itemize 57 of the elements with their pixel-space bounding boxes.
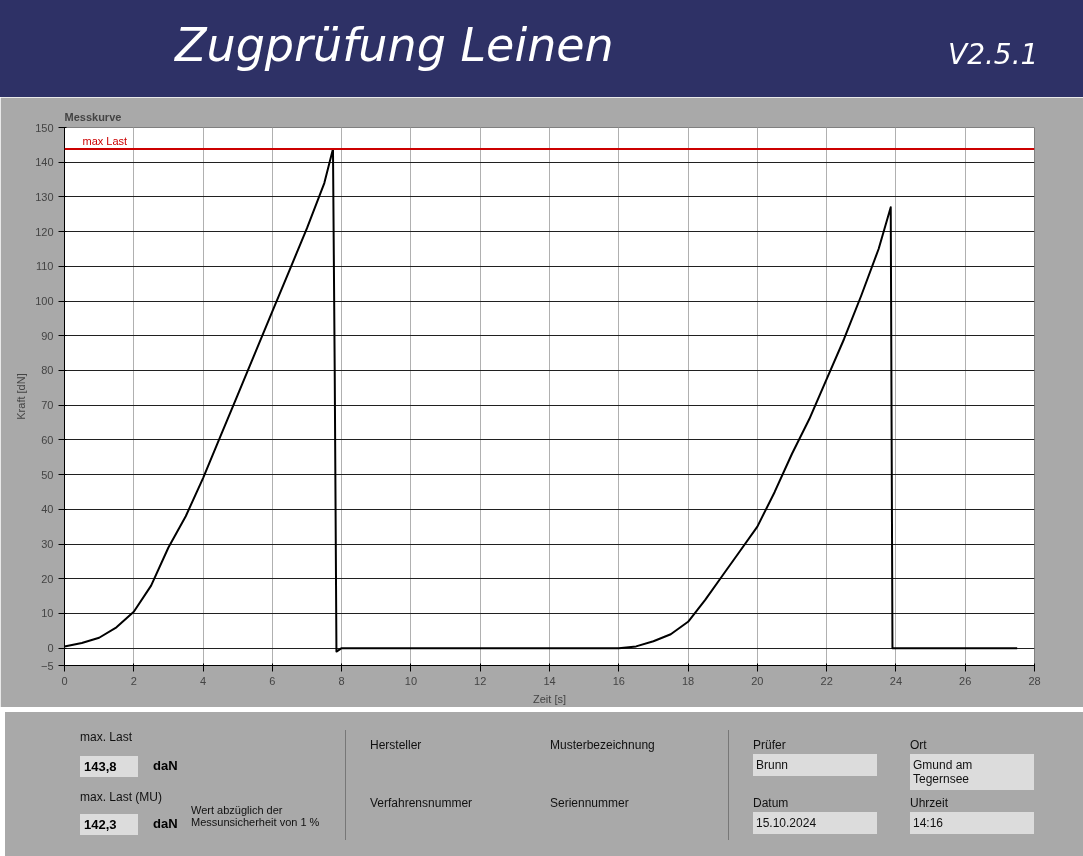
y-tick-label: 140	[35, 156, 54, 169]
x-tick-label: 2	[130, 674, 137, 687]
text: max. Last	[80, 730, 133, 744]
y-tick-label: −5	[40, 659, 54, 672]
y-tick-label: 90	[41, 329, 54, 342]
x-tick-label: 20	[751, 674, 764, 687]
y-tick-label: 10	[41, 607, 54, 620]
x-tick-label: 10	[404, 674, 418, 687]
text: daN	[153, 816, 178, 831]
text: Prüfer	[753, 738, 786, 752]
text: Hersteller	[370, 738, 422, 752]
y-tick-label: 100	[35, 295, 54, 308]
x-tick-label: 28	[1028, 674, 1041, 687]
y-tick-label: 20	[41, 572, 54, 585]
text: Uhrzeit	[910, 796, 949, 810]
y-tick-label: 110	[35, 260, 54, 273]
text: Musterbezeichnung	[550, 738, 655, 752]
y-tick-label: 80	[41, 364, 54, 377]
text: Gmund am Tegernsee	[910, 754, 1034, 790]
x-axis-title: Zeit [s]	[533, 692, 567, 705]
chart-title: Zugprüfung Leinen	[175, 18, 614, 72]
x-tick-label: 22	[820, 674, 833, 687]
x-tick-label: 6	[269, 674, 276, 687]
text: 15.10.2024	[753, 812, 877, 834]
text: max. Last (MU)	[80, 790, 163, 804]
text: Seriennummer	[550, 796, 629, 810]
text: daN	[153, 758, 178, 773]
x-tick-label: 12	[474, 674, 487, 687]
x-tick-label: 16	[612, 674, 625, 687]
text: Brunn	[753, 754, 877, 776]
text: 142,3	[80, 814, 138, 835]
y-tick-label: 60	[41, 433, 54, 446]
text: 14:16	[910, 812, 1034, 834]
y-tick-label: 150	[35, 121, 54, 134]
text: 143,8	[80, 756, 138, 777]
y-tick-label: 40	[41, 503, 54, 516]
x-tick-label: 18	[681, 674, 695, 687]
x-tick-label: 0	[61, 674, 68, 687]
y-tick-label: 50	[41, 468, 54, 481]
text: Wert abzüglich der Messunsicherheit von 1 %	[191, 804, 321, 828]
x-tick-label: 24	[889, 674, 903, 687]
x-tick-label: 8	[338, 674, 345, 687]
text: Verfahrensnummer	[370, 796, 473, 810]
x-tick-label: 14	[543, 674, 556, 687]
y-tick-label: 0	[47, 642, 54, 655]
x-tick-label: 26	[959, 674, 972, 687]
y-tick-label: 120	[35, 225, 54, 238]
y-tick-label: 130	[35, 190, 54, 203]
text: V2.5.1	[948, 38, 1039, 71]
y-tick-label: 70	[41, 399, 54, 412]
y-tick-label: 30	[41, 538, 54, 551]
y-axis-title: Kraft [dN]	[15, 373, 28, 420]
chart-subtitle: Messkurve	[64, 110, 122, 123]
ref-line-label: max Last	[82, 135, 128, 148]
text: Ort	[910, 738, 927, 752]
x-tick-label: 4	[200, 674, 207, 687]
text: Datum	[753, 796, 789, 810]
